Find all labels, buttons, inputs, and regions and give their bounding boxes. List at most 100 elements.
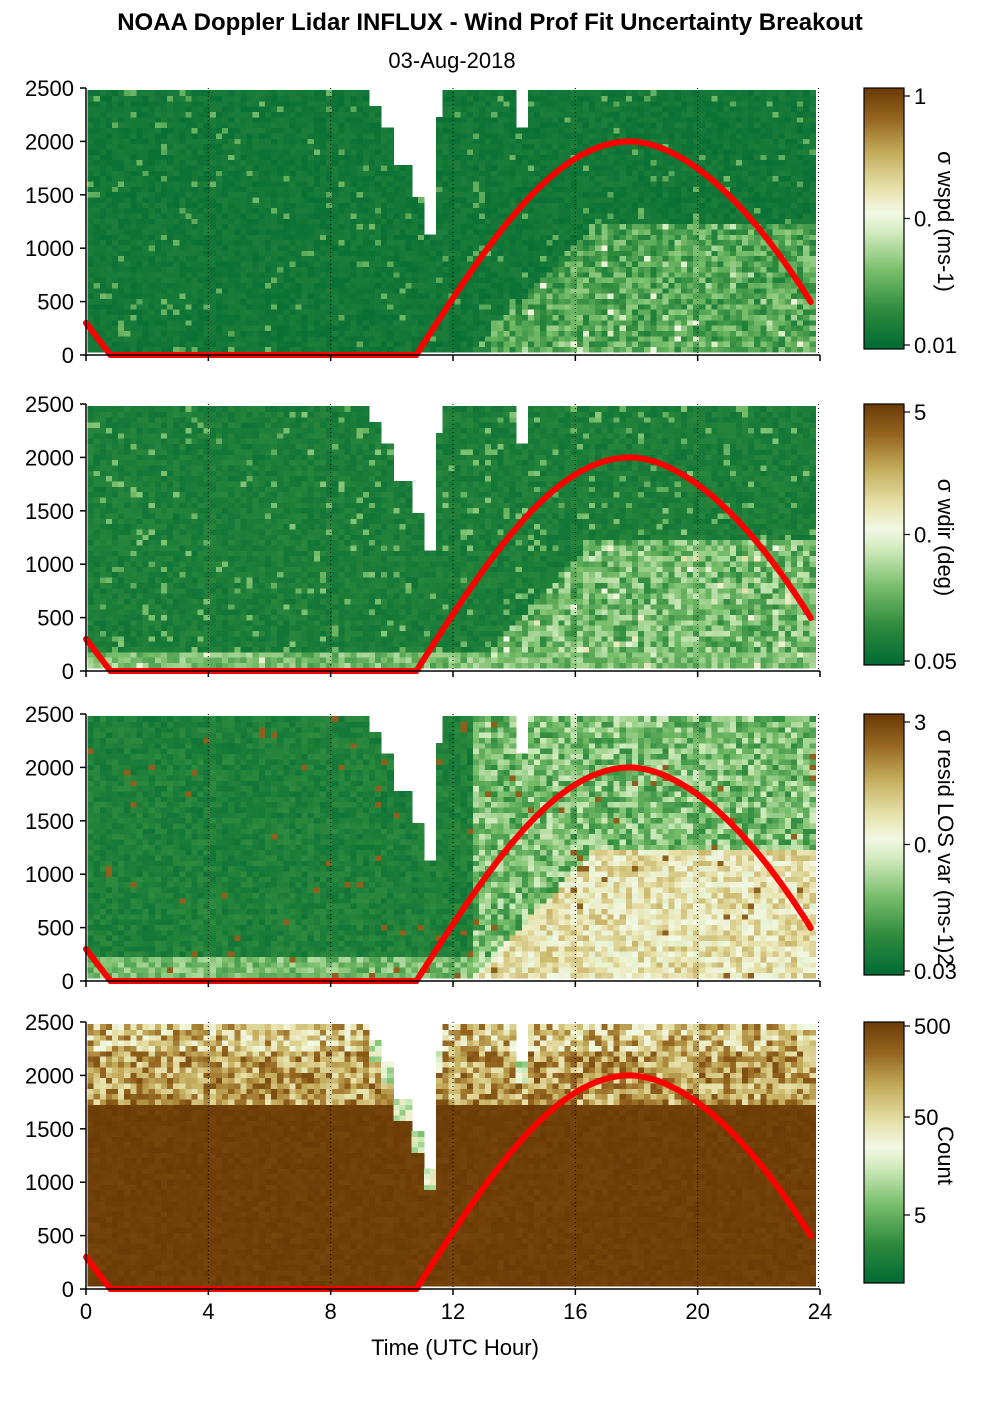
heatmap-cell [601, 170, 608, 177]
heatmap-cell [638, 175, 645, 182]
heatmap-cell [625, 95, 633, 102]
heatmap-cell [570, 164, 578, 171]
heatmap-cell [350, 143, 358, 150]
heatmap-cell [112, 234, 119, 241]
heatmap-cell [191, 282, 199, 289]
heatmap-cell [167, 223, 174, 230]
heatmap-cell [271, 330, 278, 337]
heatmap-cell [240, 196, 248, 203]
heatmap-cell [234, 186, 241, 193]
heatmap-cell [534, 164, 541, 171]
heatmap-cell [203, 255, 211, 262]
heatmap-cell [497, 266, 504, 273]
heatmap-cell [699, 303, 706, 310]
heatmap-cell [558, 196, 566, 203]
heatmap-cell [485, 223, 492, 230]
heatmap-cell [105, 154, 113, 161]
heatmap-cell [485, 255, 492, 262]
heatmap-cell [448, 223, 456, 230]
heatmap-cell [313, 303, 321, 310]
heatmap-cell [362, 202, 370, 209]
heatmap-cell [717, 229, 725, 235]
heatmap-cell [479, 207, 486, 214]
heatmap-cell [411, 277, 419, 283]
heatmap-cell [558, 261, 566, 267]
heatmap-cell [717, 250, 725, 257]
heatmap-cell [93, 346, 101, 353]
heatmap-cell [625, 90, 633, 96]
heatmap-cell [87, 196, 95, 203]
heatmap-cell [717, 116, 725, 123]
heatmap-cell [479, 202, 486, 209]
heatmap-cell [350, 250, 358, 257]
heatmap-cell [124, 319, 131, 326]
heatmap-cell [289, 122, 297, 129]
heatmap-cell [167, 191, 174, 198]
heatmap-cell [130, 277, 137, 283]
heatmap-cell [154, 122, 162, 129]
heatmap-cell [228, 330, 235, 337]
heatmap-cell [558, 303, 566, 310]
heatmap-cell [179, 250, 186, 257]
heatmap-cell [546, 95, 553, 102]
heatmap-cell [479, 239, 486, 246]
heatmap-cell [509, 95, 517, 102]
heatmap-cell [387, 234, 394, 241]
heatmap-cell [350, 298, 358, 305]
heatmap-cell [644, 180, 651, 187]
heatmap-cell [589, 293, 596, 299]
heatmap-cell [264, 325, 272, 331]
heatmap-cell [240, 138, 248, 145]
heatmap-cell [687, 95, 694, 102]
heatmap-cell [295, 303, 303, 310]
heatmap-cell [497, 90, 504, 96]
heatmap-cell [479, 175, 486, 182]
heatmap-cell [558, 223, 566, 230]
heatmap-cell [228, 282, 235, 289]
heatmap-cell [485, 132, 492, 139]
heatmap-cell [423, 341, 431, 347]
heatmap-cell [662, 314, 670, 321]
heatmap-cell [729, 309, 737, 315]
heatmap-cell [87, 261, 95, 267]
heatmap-cell [130, 175, 137, 182]
heatmap-cell [460, 303, 468, 310]
heatmap-cell [197, 266, 205, 273]
heatmap-cell [595, 271, 602, 278]
heatmap-cell [264, 132, 272, 139]
heatmap-cell [570, 175, 578, 182]
heatmap-cell [479, 234, 486, 241]
heatmap-cell [699, 148, 706, 155]
heatmap-cell [644, 95, 651, 102]
heatmap-cell [534, 122, 541, 129]
heatmap-cell [607, 309, 615, 315]
heatmap-cell [362, 143, 370, 150]
heatmap-cell [699, 154, 706, 161]
heatmap-cell [448, 95, 456, 102]
heatmap-cell [485, 287, 492, 294]
heatmap-cell [136, 287, 144, 294]
heatmap-cell [619, 277, 627, 283]
heatmap-cell [154, 314, 162, 321]
heatmap-cell [381, 234, 388, 241]
heatmap-cell [466, 196, 474, 203]
heatmap-cell [313, 106, 321, 113]
heatmap-cell [320, 309, 327, 315]
heatmap-cell [332, 202, 339, 209]
heatmap-cell [197, 202, 205, 209]
heatmap-cell [399, 234, 407, 241]
heatmap-cell [295, 106, 303, 113]
heatmap-cell [442, 335, 449, 342]
heatmap-cell [332, 180, 339, 187]
heatmap-cell [283, 218, 290, 225]
heatmap-cell [381, 164, 388, 171]
heatmap-cell [338, 207, 345, 214]
heatmap-cell [240, 335, 248, 342]
heatmap-cell [583, 261, 590, 267]
heatmap-cell [228, 325, 235, 331]
heatmap-cell [203, 186, 211, 193]
heatmap-cell [277, 271, 284, 278]
heatmap-cell [521, 143, 529, 150]
heatmap-cell [411, 229, 419, 235]
heatmap-cell [631, 164, 639, 171]
